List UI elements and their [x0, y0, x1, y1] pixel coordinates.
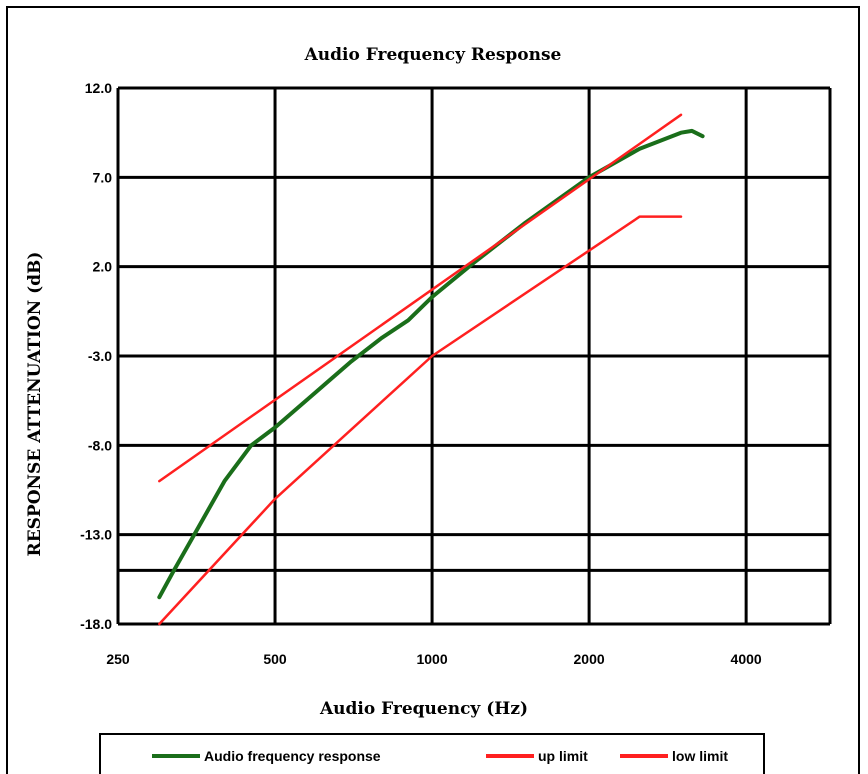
up-limit-line — [158, 113, 683, 483]
legend-label: Audio frequency response — [204, 748, 381, 764]
x-tick-label: 500 — [263, 651, 287, 667]
x-axis-label: Audio Frequency (Hz) — [319, 699, 528, 719]
y-tick-label: -13.0 — [80, 527, 112, 543]
x-tick-label: 2000 — [574, 651, 605, 667]
low-limit-line — [158, 215, 683, 626]
y-tick-label: 7.0 — [93, 169, 113, 185]
series-lines — [157, 113, 705, 626]
y-tick-label: 2.0 — [93, 259, 113, 275]
y-tick-label: -8.0 — [88, 437, 112, 453]
legend-label: low limit — [672, 748, 728, 764]
legend-label: up limit — [538, 748, 588, 764]
y-tick-label: -18.0 — [80, 616, 112, 632]
grid-lines — [116, 86, 832, 626]
chart-frame: Audio Frequency Response 12.0 7.0 2.0 -3.0 -… — [6, 6, 860, 774]
x-tick-label: 250 — [106, 651, 130, 667]
x-tick-labels: 250 500 1000 2000 4000 — [106, 651, 762, 667]
y-tick-labels: 12.0 7.0 2.0 -3.0 -8.0 -13.0 -18.0 — [80, 80, 112, 632]
chart-svg: Audio Frequency Response 12.0 7.0 2.0 -3.0 -… — [25, 45, 832, 774]
chart-title: Audio Frequency Response — [304, 45, 562, 65]
y-tick-label: 12.0 — [85, 80, 112, 96]
y-axis-label: RESPONSE ATTENUATION (dB) — [25, 252, 45, 557]
legend: Audio frequency response up limit low limi… — [99, 733, 765, 774]
audio-frequency-response-line — [157, 128, 705, 600]
x-tick-label: 4000 — [731, 651, 762, 667]
x-tick-label: 1000 — [416, 651, 447, 667]
y-tick-label: -3.0 — [88, 348, 112, 364]
